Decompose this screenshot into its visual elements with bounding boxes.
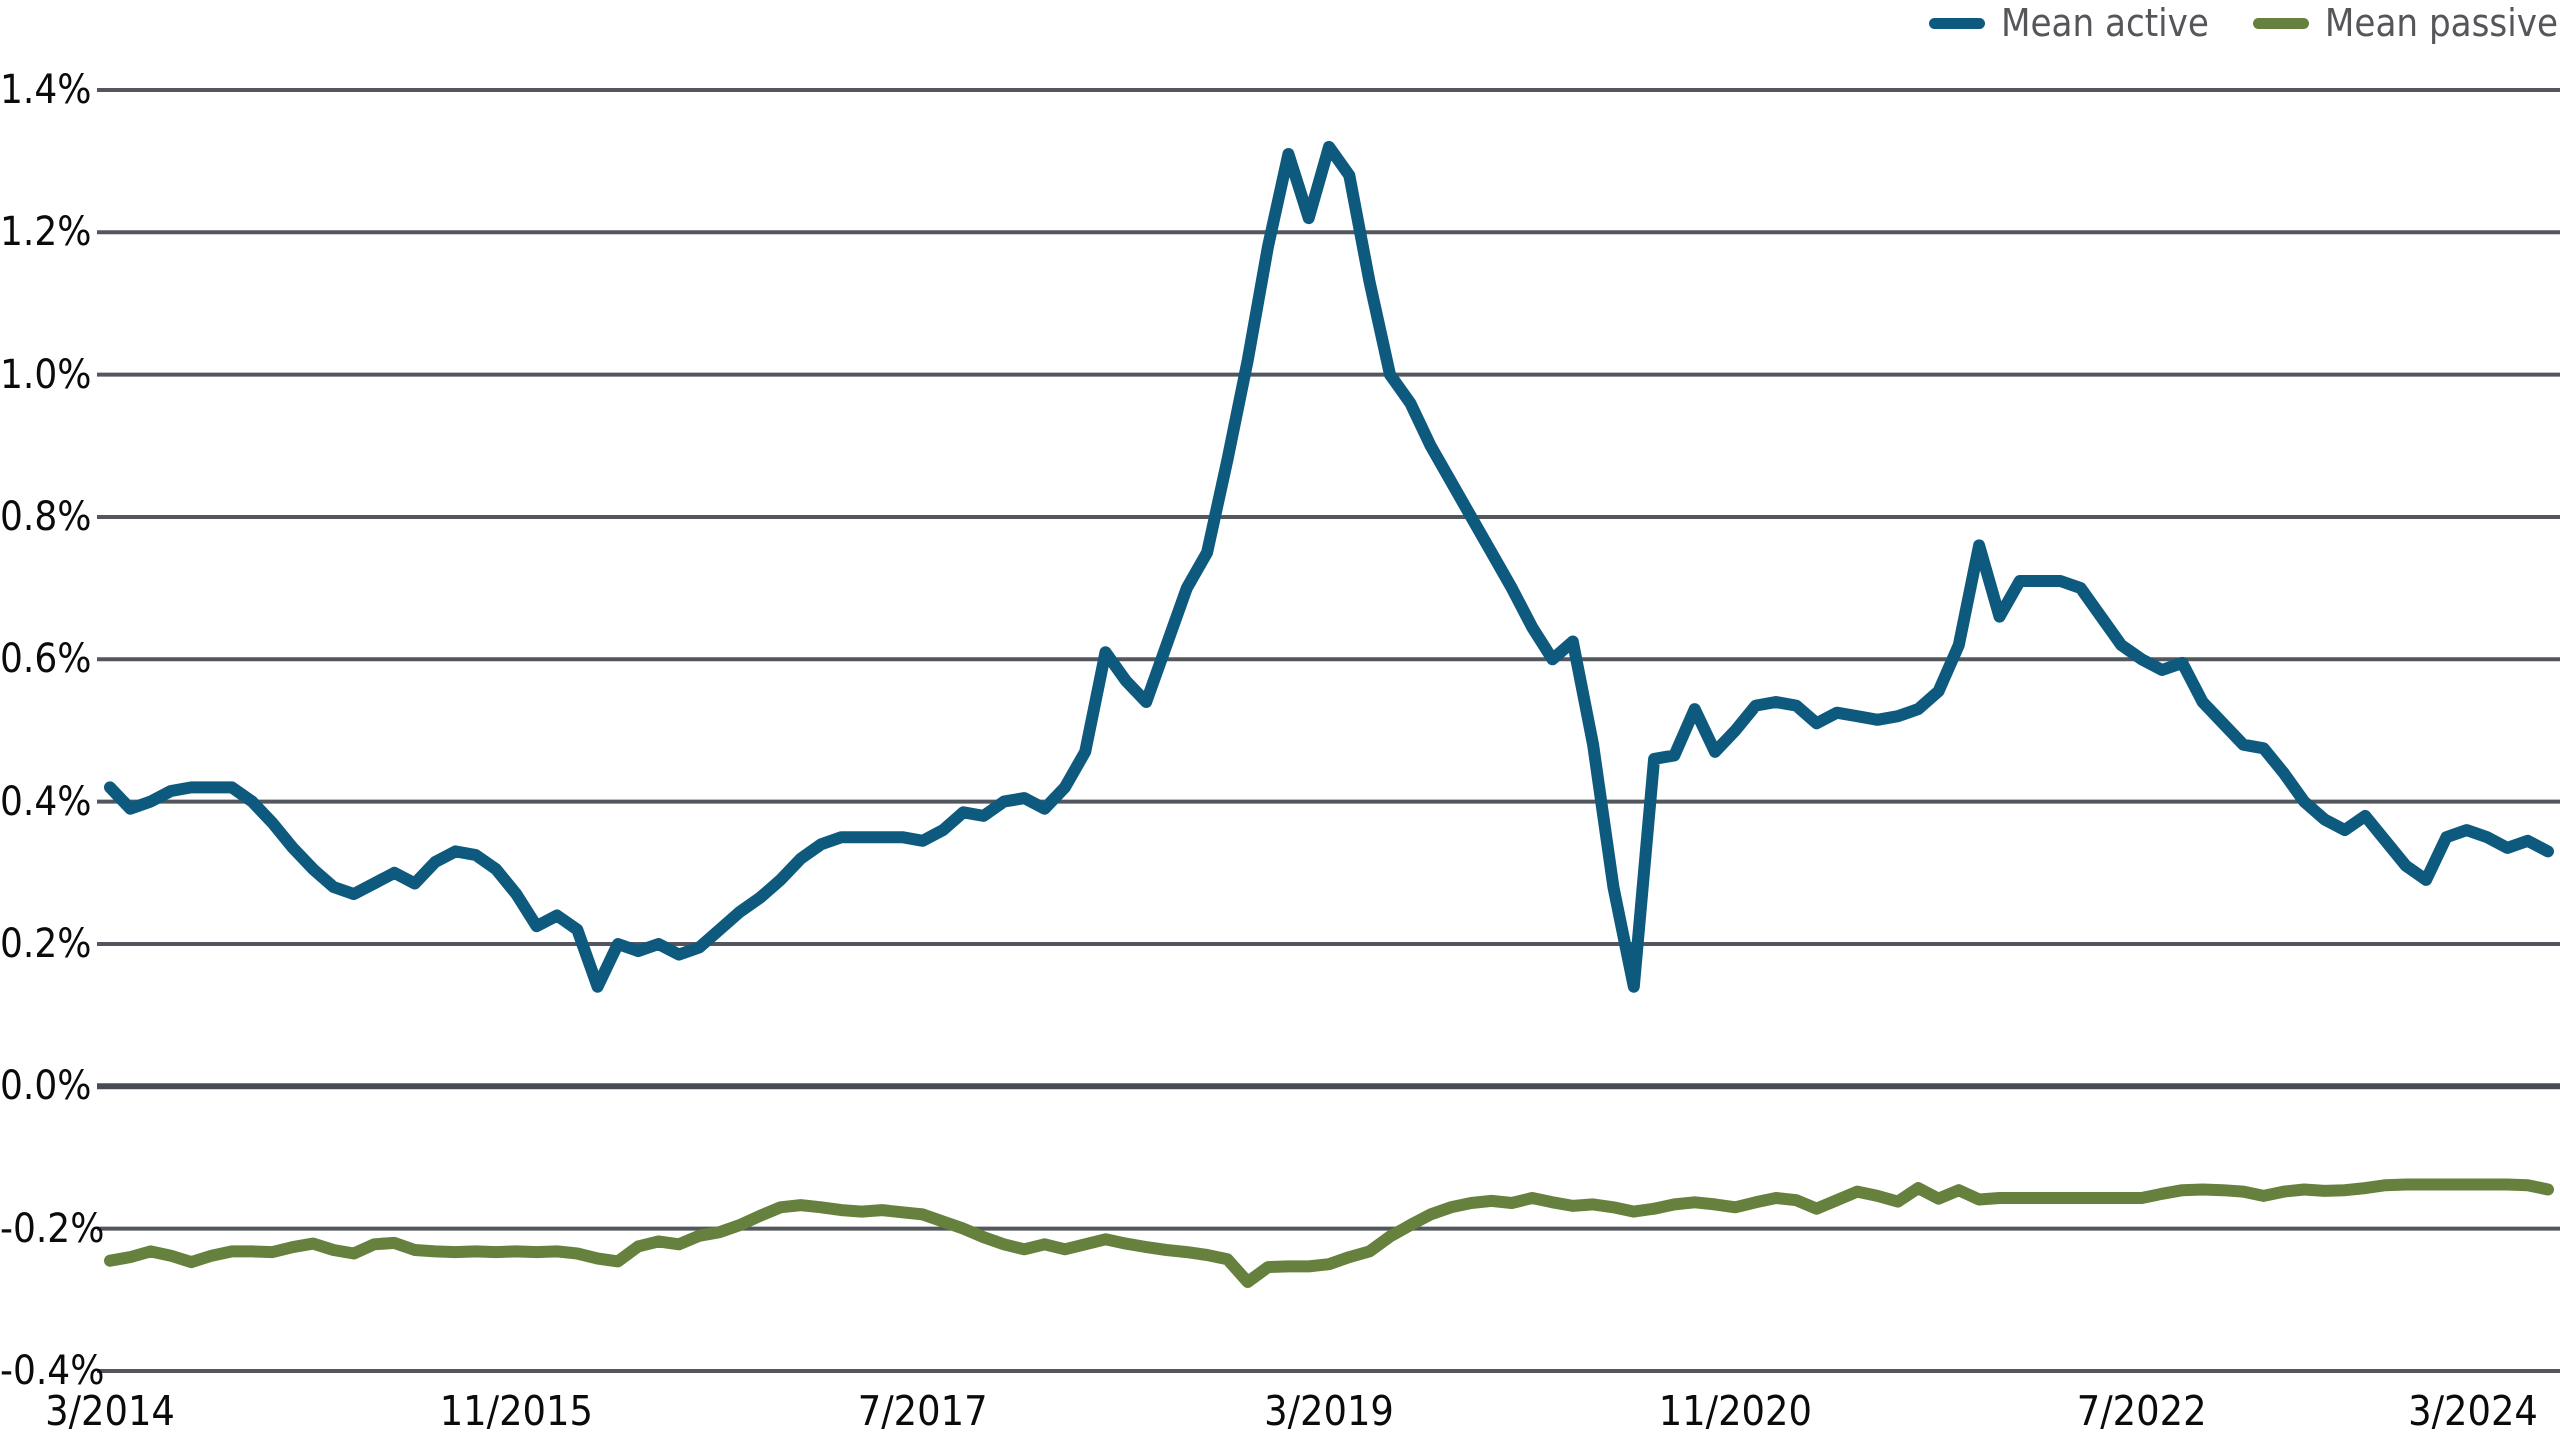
mean-active-swatch-icon xyxy=(1928,17,1985,29)
legend-item-mean-active: Mean active xyxy=(1928,1,2209,45)
series-line-mean-passive xyxy=(104,1178,2554,1288)
y-axis-label-1.4%: 1.4% xyxy=(0,66,92,113)
x-axis-label-7-2022: 7/2022 xyxy=(2076,1387,2207,1435)
legend-item-mean-passive: Mean passive xyxy=(2252,1,2558,45)
legend: Mean active Mean passive xyxy=(1928,0,2558,46)
y-axis-label--0.4%: -0.4% xyxy=(0,1347,105,1394)
x-axis-label-11-2015: 11/2015 xyxy=(439,1387,593,1435)
mean-passive-swatch-icon xyxy=(2252,17,2309,29)
y-axis-label-0.6%: 0.6% xyxy=(0,636,92,683)
y-axis-label-0.4%: 0.4% xyxy=(0,778,92,825)
y-axis-label--0.2%: -0.2% xyxy=(0,1205,105,1252)
y-axis-label-0.2%: 0.2% xyxy=(0,920,92,967)
y-axis-label-0.0%: 0.0% xyxy=(0,1063,92,1110)
x-axis-label-11-2020: 11/2020 xyxy=(1658,1387,1812,1435)
x-axis-label-3-2014: 3/2014 xyxy=(45,1387,175,1435)
x-axis-label-7-2017: 7/2017 xyxy=(857,1387,988,1435)
y-axis-label-1.2%: 1.2% xyxy=(0,209,92,256)
x-axis-label-3-2024: 3/2024 xyxy=(2408,1387,2538,1435)
series-line-mean-active xyxy=(104,140,2554,993)
y-axis-label-0.8%: 0.8% xyxy=(0,493,92,540)
x-axis-label-3-2019: 3/2019 xyxy=(1264,1387,1394,1435)
legend-label-mean-active: Mean active xyxy=(2000,1,2209,45)
y-axis-label-1.0%: 1.0% xyxy=(0,351,92,398)
legend-label-mean-passive: Mean passive xyxy=(2324,1,2558,45)
